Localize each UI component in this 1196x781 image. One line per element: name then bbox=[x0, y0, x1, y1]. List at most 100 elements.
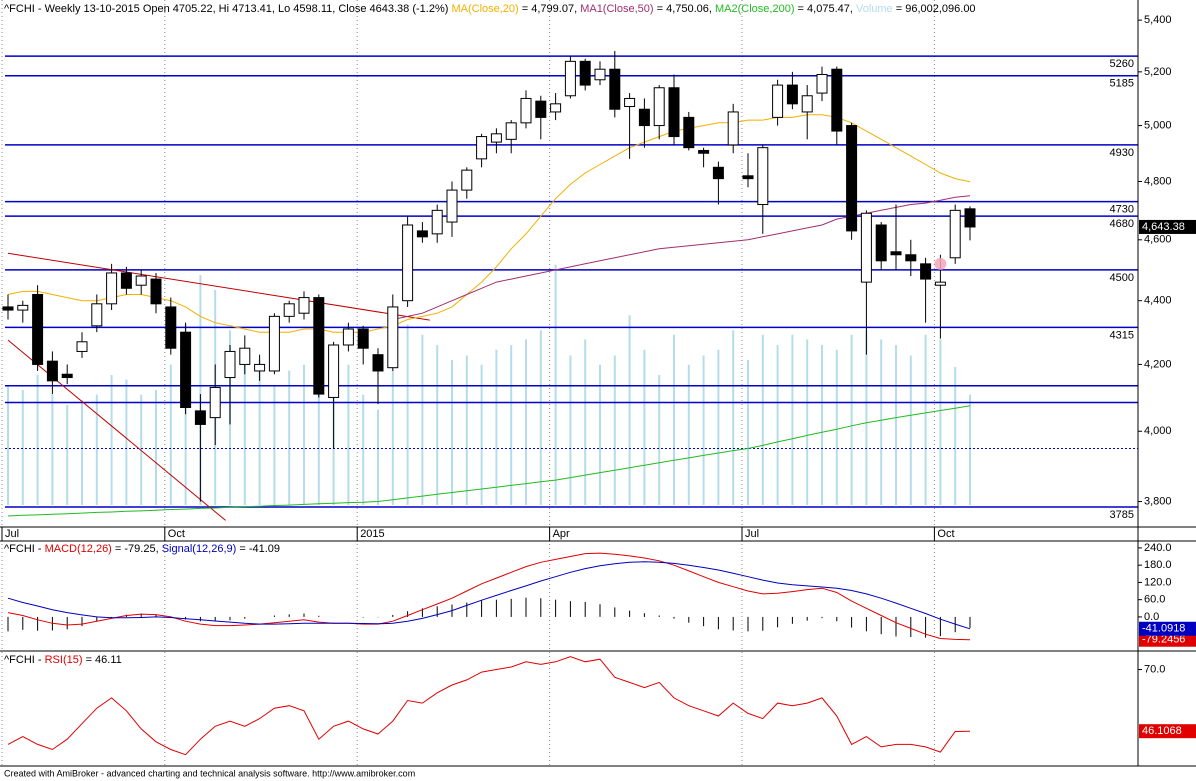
y-tick-label: 4,400 bbox=[1144, 295, 1172, 307]
level-label: 4930 bbox=[1110, 147, 1134, 159]
candle-body bbox=[2, 306, 14, 311]
candle-body bbox=[342, 328, 354, 346]
macd-panel bbox=[7, 552, 971, 641]
level-label: 4315 bbox=[1110, 329, 1134, 341]
legend-name: RSI(15) bbox=[45, 654, 83, 666]
indicator-line bbox=[7, 552, 971, 641]
candle-body bbox=[579, 60, 591, 86]
candle-body bbox=[668, 87, 680, 138]
legend-value: = 96,002,096.00 bbox=[893, 3, 976, 15]
panel-header: ^FCHI - Weekly 13-10-2015 Open 4705.22, … bbox=[4, 3, 976, 15]
candle-body bbox=[120, 272, 132, 289]
candle-body bbox=[712, 166, 724, 180]
y-tick-label: 4,800 bbox=[1144, 175, 1172, 187]
candle-body bbox=[313, 297, 325, 395]
y-tick-label: 60.0 bbox=[1144, 594, 1165, 606]
candle-body bbox=[372, 354, 384, 372]
level-label: 4500 bbox=[1110, 272, 1134, 284]
level-label: 4730 bbox=[1110, 204, 1134, 216]
x-tick-label: Oct bbox=[937, 528, 954, 540]
candle-body bbox=[461, 169, 473, 191]
candle-body bbox=[964, 208, 976, 228]
candle-body bbox=[594, 68, 606, 81]
candle-body bbox=[890, 251, 902, 256]
candle-body bbox=[357, 328, 369, 349]
candle-body bbox=[135, 275, 147, 286]
moving-average bbox=[7, 405, 971, 517]
legend-name: MACD(12,26) bbox=[45, 543, 112, 555]
candle-body bbox=[446, 189, 458, 223]
y-tick-label: 4,200 bbox=[1144, 358, 1172, 370]
last-value-label-box bbox=[1139, 724, 1196, 739]
candle-body bbox=[224, 350, 236, 379]
panel-header: ^FCHI - MACD(12,26) = -79.25, Signal(12,… bbox=[4, 543, 280, 555]
candle-body bbox=[431, 209, 443, 235]
candle-body bbox=[920, 263, 932, 280]
footer: Created with AmiBroker - advanced charti… bbox=[4, 768, 415, 778]
candle-body bbox=[106, 272, 118, 305]
x-tick-label: Apr bbox=[553, 528, 570, 540]
candle-body bbox=[860, 212, 872, 283]
candle-body bbox=[875, 224, 887, 262]
legend-value: = 4,799.07, bbox=[519, 3, 580, 15]
candle-body bbox=[905, 254, 917, 262]
candle-body bbox=[772, 84, 784, 118]
candle-body bbox=[683, 116, 695, 149]
candle-body bbox=[757, 147, 769, 206]
candle-body bbox=[61, 373, 73, 379]
candle-body bbox=[387, 306, 399, 369]
y-tick-label: 4,000 bbox=[1144, 425, 1172, 437]
header-title: ^FCHI - Weekly 13-10-2015 Open 4705.22, … bbox=[4, 3, 451, 15]
candle-body bbox=[254, 363, 266, 372]
legend-value: = -41.09 bbox=[236, 543, 280, 555]
candle-body bbox=[653, 87, 665, 127]
level-label: 4680 bbox=[1110, 218, 1134, 230]
candle-body bbox=[816, 73, 828, 94]
last-value-label: -41.0918 bbox=[1142, 623, 1185, 635]
x-tick-label: 2015 bbox=[360, 528, 384, 540]
candle-body bbox=[831, 68, 843, 132]
candle-body bbox=[91, 303, 103, 327]
candle-body bbox=[476, 136, 488, 160]
trendline bbox=[7, 339, 226, 521]
last-value-label: -79.2456 bbox=[1142, 634, 1185, 646]
candle-body bbox=[535, 100, 547, 118]
legend-name: MA(Close,20) bbox=[451, 3, 518, 15]
candle-body bbox=[328, 344, 340, 398]
marker bbox=[934, 257, 947, 270]
candle-body bbox=[934, 281, 946, 286]
candle-body bbox=[268, 315, 280, 372]
header-title: ^FCHI - bbox=[4, 654, 45, 666]
candle-body bbox=[742, 175, 754, 180]
candle-body bbox=[949, 209, 961, 259]
y-tick-label: 5,000 bbox=[1144, 119, 1172, 131]
candle-body bbox=[46, 360, 58, 382]
y-tick-label: 5,200 bbox=[1144, 66, 1172, 78]
level-label: 3785 bbox=[1110, 509, 1134, 521]
y-tick-label: 3,800 bbox=[1144, 495, 1172, 507]
legend-name: Signal(12,26,9) bbox=[162, 543, 237, 555]
candle-body bbox=[564, 60, 576, 97]
indicator-line bbox=[7, 561, 971, 630]
candle-body bbox=[698, 149, 710, 154]
candle-body bbox=[283, 303, 295, 317]
candle-body bbox=[846, 125, 858, 232]
candle-body bbox=[801, 95, 813, 113]
level-label: 5260 bbox=[1110, 58, 1134, 70]
candle-body bbox=[17, 304, 29, 311]
y-tick-label: 240.0 bbox=[1144, 542, 1172, 554]
candle-body bbox=[209, 386, 221, 419]
y-tick-label: 5,400 bbox=[1144, 14, 1172, 26]
x-tick-label: Jul bbox=[5, 528, 19, 540]
y-tick-label: 4,600 bbox=[1144, 234, 1172, 246]
price-panel: 5260 5185 4930 4730 4680 4500 4315 3785 bbox=[2, 50, 1138, 521]
y-tick-label: 120.0 bbox=[1144, 576, 1172, 588]
trendline bbox=[7, 252, 430, 321]
candle-body bbox=[550, 103, 562, 113]
candle-body bbox=[490, 133, 502, 143]
candle-body bbox=[150, 278, 162, 305]
candle-body bbox=[727, 111, 739, 146]
moving-average bbox=[392, 195, 971, 320]
